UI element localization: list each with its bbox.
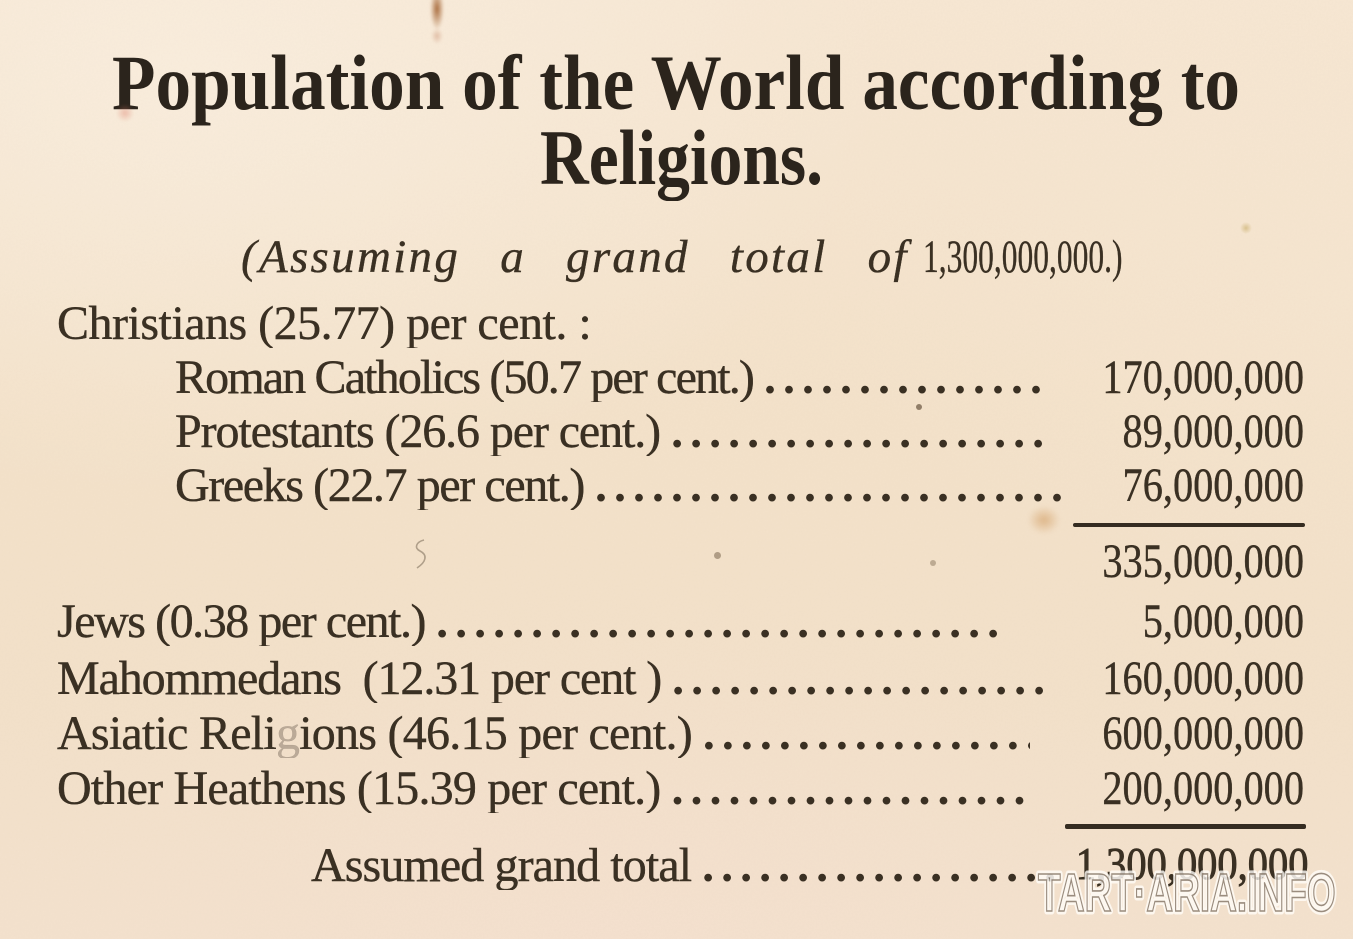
svg-text:TART·ARIA.INFO: TART·ARIA.INFO [1038,862,1336,923]
svg-text:TART·ARIA.INFO: TART·ARIA.INFO [1038,862,1336,923]
